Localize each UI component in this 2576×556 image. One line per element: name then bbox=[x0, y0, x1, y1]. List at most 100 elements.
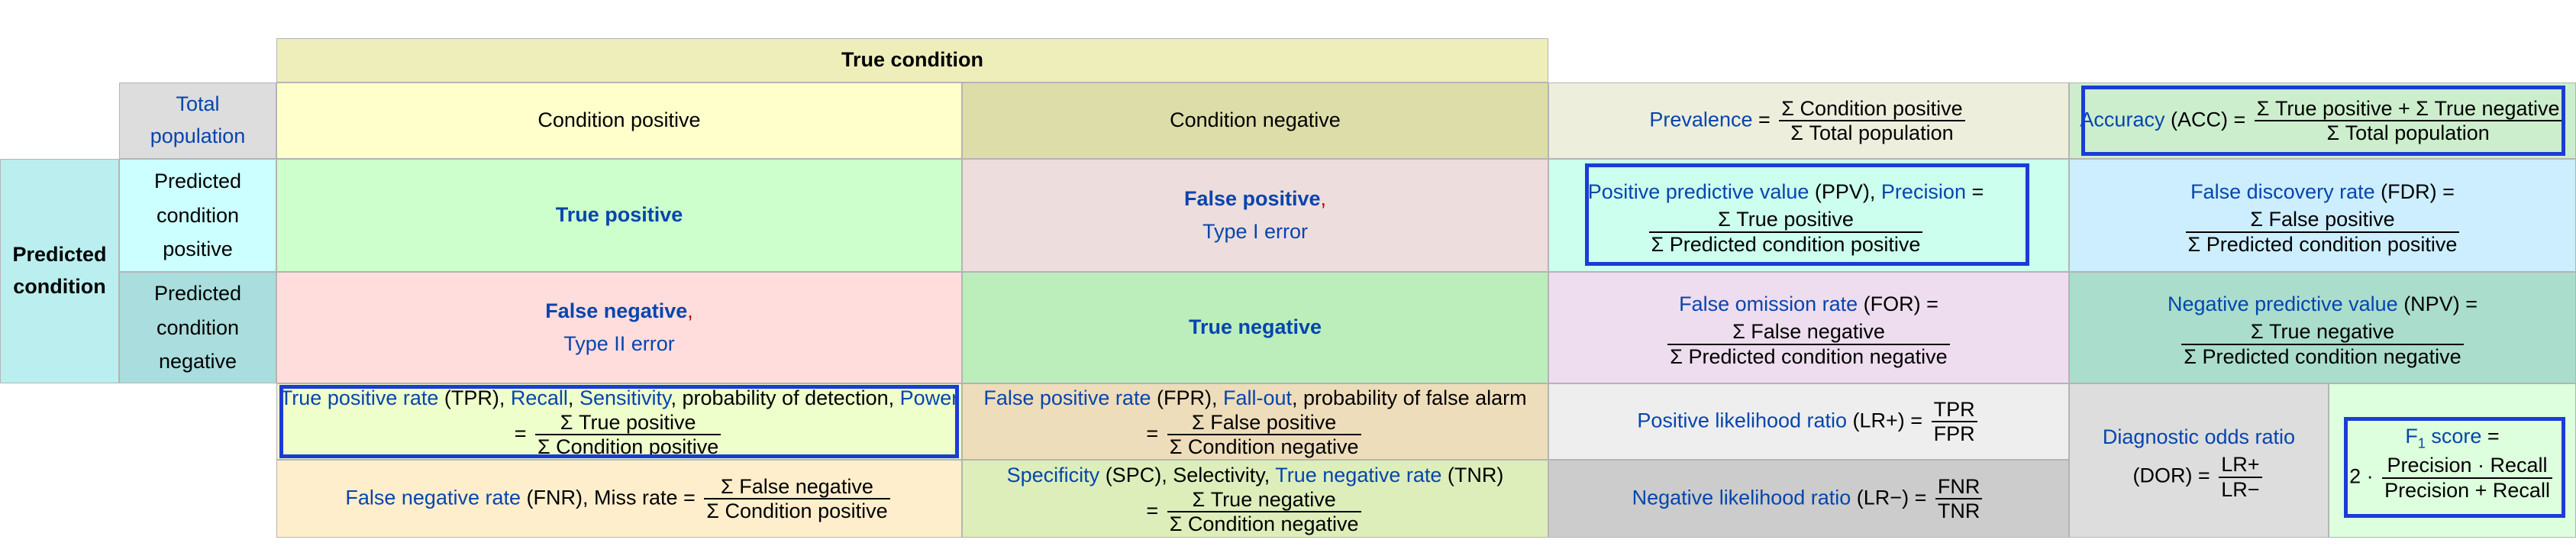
fpr-den: Σ Condition negative bbox=[1169, 435, 1359, 458]
fpr-num: Σ False positive bbox=[1167, 411, 1361, 435]
total-population-link[interactable]: Total population bbox=[150, 92, 246, 147]
dor-fraction: LR+ LR− bbox=[2219, 454, 2262, 501]
ppv-fraction: Σ True positive Σ Predicted condition pos… bbox=[1648, 208, 1923, 256]
dor-den: LR− bbox=[2221, 477, 2260, 501]
fallout-link[interactable]: Fall-out bbox=[1222, 386, 1292, 409]
dor-link[interactable]: Diagnostic odds ratio bbox=[2102, 425, 2296, 449]
lrp-fraction: TPR FPR bbox=[1931, 398, 1977, 445]
tpr-cell: True positive rate (TPR), Recall, Sensit… bbox=[276, 383, 962, 460]
false-positive-link[interactable]: False positive bbox=[1183, 186, 1321, 210]
accuracy-den: Σ Total population bbox=[2326, 121, 2490, 144]
npv-cell: Negative predictive value (NPV) = Σ True… bbox=[2069, 272, 2576, 383]
ppv-cell: Positive predictive value (PPV), Precisi… bbox=[1548, 159, 2069, 272]
f1-eq: = bbox=[2481, 425, 2500, 448]
f1-cell: F1 score = 2 · Precision · Recall Precisi… bbox=[2329, 383, 2576, 538]
lrn-cell: Negative likelihood ratio (LR−) = FNR TNR bbox=[1548, 460, 2069, 538]
fdr-link[interactable]: False discovery rate bbox=[2190, 180, 2375, 204]
spc-eq: = bbox=[1146, 499, 1159, 522]
lrp-cell: Positive likelihood ratio (LR+) = TPR FPR bbox=[1548, 383, 2069, 460]
lrn-link[interactable]: Negative likelihood ratio bbox=[1632, 486, 1851, 509]
dor-num: LR+ bbox=[2219, 454, 2262, 478]
prevalence-eq: = bbox=[1752, 108, 1771, 131]
condition-positive-header: Condition positive bbox=[276, 82, 962, 159]
accuracy-num: Σ True positive + Σ True negative bbox=[2254, 97, 2562, 121]
ppv-den: Σ Predicted condition positive bbox=[1651, 232, 1921, 256]
prevalence-den: Σ Total population bbox=[1790, 121, 1954, 144]
fnr-abbr: (FNR), Miss rate = bbox=[521, 486, 696, 509]
fnr-link[interactable]: False negative rate bbox=[345, 486, 521, 509]
spc-abbr2: (TNR) bbox=[1441, 463, 1504, 486]
spc-den: Σ Condition negative bbox=[1169, 512, 1359, 535]
true-positive-link[interactable]: True positive bbox=[555, 203, 683, 227]
f1-den: Precision + Recall bbox=[2384, 478, 2550, 502]
total-population-cell: Total population bbox=[119, 82, 276, 159]
spc-abbr: (SPC), Selectivity, bbox=[1099, 463, 1276, 486]
f1-fraction: Precision · Recall Precision + Recall bbox=[2382, 454, 2552, 501]
for-link[interactable]: False omission rate bbox=[1679, 293, 1858, 316]
prevalence-link[interactable]: Prevalence bbox=[1649, 108, 1753, 131]
lrn-num: FNR bbox=[1935, 475, 1983, 499]
tpr-den: Σ Condition positive bbox=[537, 435, 719, 458]
prevalence-num: Σ Condition positive bbox=[1779, 97, 1965, 121]
true-positive-cell: True positive bbox=[276, 159, 962, 272]
fpr-fraction: Σ False positive Σ Condition negative bbox=[1167, 411, 1361, 458]
accuracy-cell: Accuracy (ACC) = Σ True positive + Σ Tru… bbox=[2069, 82, 2576, 159]
false-negative-link[interactable]: False negative bbox=[545, 299, 688, 322]
lrn-den: TNR bbox=[1937, 499, 1980, 522]
f1-link[interactable]: F1 score bbox=[2405, 425, 2482, 451]
lrp-den: FPR bbox=[1933, 422, 1975, 445]
spc-fraction: Σ True negative Σ Condition negative bbox=[1167, 488, 1361, 535]
prevalence-fraction: Σ Condition positive Σ Total population bbox=[1779, 97, 1965, 144]
fpr-abbr: (FPR), bbox=[1151, 386, 1223, 409]
npv-den: Σ Predicted condition negative bbox=[2184, 344, 2461, 368]
for-den: Σ Predicted condition negative bbox=[1670, 344, 1948, 368]
predicted-positive-header: Predicted condition positive bbox=[119, 159, 276, 272]
power-link[interactable]: Power bbox=[899, 386, 959, 409]
tpr-fraction: Σ True positive Σ Condition positive bbox=[534, 411, 721, 458]
fnr-fraction: Σ False negative Σ Condition positive bbox=[704, 475, 890, 522]
ppv-link[interactable]: Positive predictive value bbox=[1587, 180, 1809, 204]
false-negative-cell: False negative, Type II error bbox=[276, 272, 962, 383]
npv-num: Σ True negative bbox=[2181, 321, 2464, 345]
lrp-link[interactable]: Positive likelihood ratio bbox=[1637, 409, 1848, 432]
precision-link[interactable]: Precision bbox=[1880, 180, 1966, 204]
true-condition-header: True condition bbox=[276, 38, 1548, 82]
fdr-num: Σ False positive bbox=[2185, 208, 2460, 233]
lrn-abbr: (LR−) = bbox=[1851, 486, 1927, 509]
accuracy-fraction: Σ True positive + Σ True negative Σ Total… bbox=[2254, 97, 2562, 144]
false-negative-comma: , bbox=[687, 299, 693, 322]
condition-positive-label: Condition positive bbox=[537, 108, 701, 132]
fdr-den: Σ Predicted condition positive bbox=[2187, 232, 2458, 256]
f1-prefix: 2 · bbox=[2349, 464, 2374, 488]
tpr-text: , probability of detection, bbox=[670, 386, 900, 409]
fpr-eq: = bbox=[1146, 422, 1159, 444]
for-abbr: (FOR) = bbox=[1858, 293, 1938, 316]
fnr-num: Σ False negative bbox=[704, 475, 890, 499]
npv-abbr: (NPV) = bbox=[2397, 293, 2478, 316]
accuracy-link[interactable]: Accuracy bbox=[2080, 108, 2165, 131]
tpr-link[interactable]: True positive rate bbox=[279, 386, 439, 409]
type2-error-link[interactable]: Type II error bbox=[563, 332, 675, 355]
recall-link[interactable]: Recall bbox=[510, 386, 568, 409]
fpr-cell: False positive rate (FPR), Fall-out, pro… bbox=[962, 383, 1548, 460]
lrn-fraction: FNR TNR bbox=[1935, 475, 1983, 522]
predicted-negative-label: Predicted condition negative bbox=[153, 282, 242, 373]
true-negative-link[interactable]: True negative bbox=[1188, 315, 1322, 339]
fnr-den: Σ Condition positive bbox=[706, 499, 888, 522]
type1-error-link[interactable]: Type I error bbox=[1202, 220, 1309, 243]
lrp-num: TPR bbox=[1931, 398, 1977, 422]
tnr-link[interactable]: True negative rate bbox=[1275, 463, 1442, 486]
fdr-fraction: Σ False positive Σ Predicted condition po… bbox=[2185, 208, 2460, 256]
tpr-eq: = bbox=[514, 422, 527, 444]
sensitivity-link[interactable]: Sensitivity bbox=[579, 386, 671, 409]
fpr-link[interactable]: False positive rate bbox=[983, 386, 1151, 409]
npv-link[interactable]: Negative predictive value bbox=[2168, 293, 2398, 316]
lrp-abbr: (LR+) = bbox=[1847, 409, 1923, 432]
specificity-link[interactable]: Specificity bbox=[1006, 463, 1100, 486]
for-fraction: Σ False negative Σ Predicted condition ne… bbox=[1667, 321, 1950, 368]
condition-negative-header: Condition negative bbox=[962, 82, 1548, 159]
dor-abbr: (DOR) = bbox=[2132, 464, 2210, 487]
for-num: Σ False negative bbox=[1667, 321, 1950, 345]
tpr-abbr: (TPR), bbox=[438, 386, 511, 409]
ppv-abbr: (PPV), bbox=[1809, 180, 1881, 204]
